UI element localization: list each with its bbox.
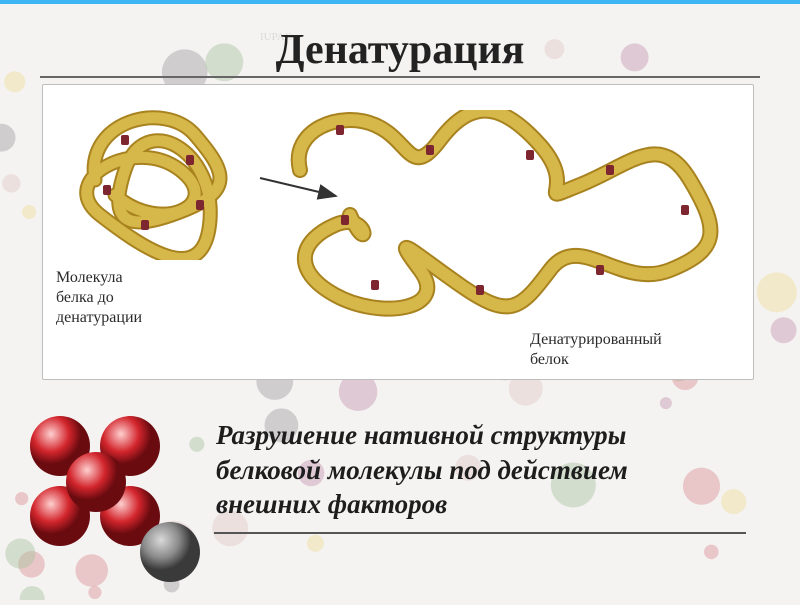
definition-text: Разрушение нативной структурыбелковой мо…: [216, 418, 628, 522]
definition-underline: [214, 532, 746, 534]
caption-native: Молекулабелка доденатурации: [56, 268, 142, 328]
molecule-spheres: [0, 404, 230, 604]
denature-arrow: [0, 0, 800, 420]
caption-denatured: Денатурированныйбелок: [530, 330, 662, 370]
